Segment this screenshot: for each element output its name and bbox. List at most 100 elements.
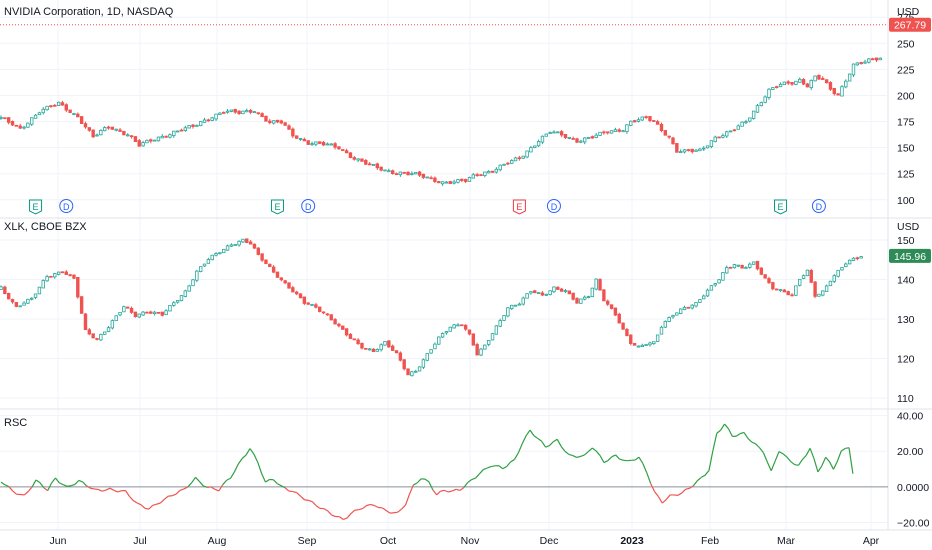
candle-up <box>667 317 671 322</box>
candle-up <box>410 173 414 175</box>
candle-down <box>667 135 671 138</box>
candle-up <box>137 313 141 318</box>
candle-down <box>164 135 168 138</box>
rsc-segment <box>128 495 134 501</box>
time-axis-label: Jun <box>50 535 67 547</box>
candle-up <box>452 181 456 184</box>
candle-up <box>225 245 230 251</box>
candle-down <box>10 121 15 126</box>
last-value-tag <box>889 248 931 263</box>
rsc-segment <box>136 502 142 506</box>
candle-up <box>529 291 533 294</box>
candle-up <box>556 131 560 134</box>
candle-down <box>64 104 68 111</box>
candle-down <box>129 307 134 313</box>
price-tick-label: 250 <box>897 38 915 50</box>
rsc-segment <box>311 501 317 507</box>
candle-up <box>844 263 848 268</box>
rsc-segment <box>517 443 523 454</box>
rsc-segment <box>261 473 267 483</box>
last-price-tag <box>889 17 931 32</box>
rsc-segment <box>766 461 772 472</box>
candle-up <box>367 348 372 351</box>
rsc-segment <box>735 433 741 437</box>
candle-up <box>183 290 188 297</box>
candle-down <box>652 120 656 122</box>
candle-up <box>202 119 207 123</box>
rsc-segment <box>572 455 577 458</box>
candle-up <box>99 334 103 341</box>
candle-down <box>763 274 767 279</box>
candle-down <box>364 159 368 165</box>
candle-up <box>744 267 748 269</box>
candle-up <box>45 105 49 111</box>
rsc-segment <box>521 435 527 444</box>
candle-down <box>3 286 7 294</box>
candle-up <box>429 349 433 354</box>
rsc-segment <box>117 490 122 493</box>
candle-down <box>268 120 272 124</box>
pane-labels: NVIDIA Corporation, 1D, NASDAQ XLK, CBOE… <box>4 6 920 429</box>
candle-down <box>394 350 399 354</box>
candle-down <box>14 302 19 307</box>
rsc-segment <box>265 479 270 483</box>
candle-down <box>275 271 280 278</box>
candle-up <box>721 135 725 138</box>
candle-up <box>621 130 625 133</box>
rsc-segment <box>829 461 834 470</box>
rsc-segment <box>27 486 33 492</box>
candle-up <box>456 179 460 183</box>
rsc-segment <box>599 455 605 463</box>
candle-up <box>513 304 518 307</box>
candle-up <box>191 279 195 287</box>
rsc-segment <box>845 447 850 450</box>
candle-down <box>517 157 522 160</box>
candle-down <box>360 158 364 162</box>
candle-down <box>575 138 579 143</box>
time-axis-label: Mar <box>777 535 796 547</box>
candle-down <box>106 126 111 129</box>
candle-up <box>698 148 702 152</box>
candle-up <box>444 331 449 334</box>
candle-up <box>229 109 234 112</box>
rsc-segment <box>401 504 406 510</box>
rsc-segment <box>179 488 185 492</box>
candle-down <box>571 138 575 140</box>
rsc-segment <box>237 458 243 465</box>
candle-up <box>794 285 798 296</box>
candle-up <box>126 134 130 137</box>
rsc-segment <box>94 488 99 491</box>
pane-title-xlk: XLK, CBOE BZX <box>4 221 87 233</box>
candle-down <box>598 279 602 291</box>
dividend-marker-label: D <box>305 202 312 212</box>
rsc-segment <box>797 459 803 466</box>
rsc-segment <box>366 503 371 507</box>
candle-down <box>333 143 337 148</box>
candle-down <box>429 177 433 180</box>
candle-up <box>690 304 694 309</box>
candle-up <box>179 295 184 302</box>
rsc-segment <box>491 465 496 468</box>
rsc-segment <box>665 494 671 501</box>
candle-up <box>298 138 303 140</box>
candle-down <box>625 328 629 336</box>
candle-down <box>264 115 268 122</box>
rsc-segment <box>362 505 368 509</box>
candle-up <box>237 240 241 246</box>
candle-down <box>248 109 253 113</box>
rsc-segment <box>393 511 398 514</box>
candle-up <box>867 58 871 63</box>
rsc-segment <box>191 476 196 484</box>
candle-up <box>579 298 583 304</box>
candle-up <box>828 280 833 287</box>
candle-up <box>702 147 706 150</box>
candle-up <box>694 302 698 307</box>
candle-up <box>582 296 587 300</box>
candle-up <box>498 164 502 171</box>
candle-up <box>851 257 856 261</box>
candle-up <box>195 270 199 281</box>
candle-down <box>10 299 15 303</box>
rsc-segment <box>424 478 430 483</box>
candle-down <box>417 171 422 176</box>
